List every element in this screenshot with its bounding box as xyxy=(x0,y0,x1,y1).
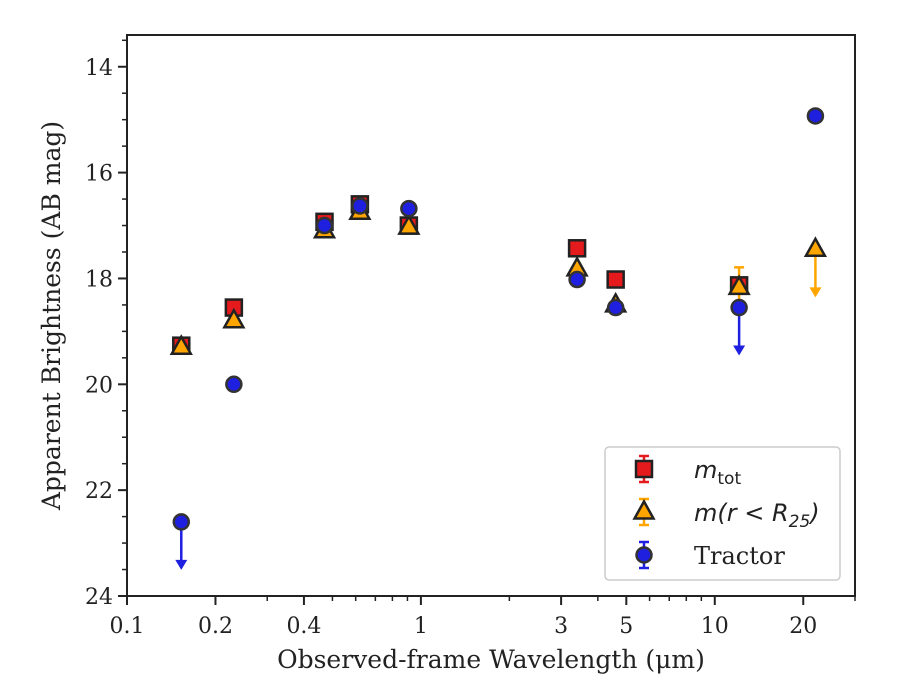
legend-marker-square xyxy=(634,459,654,479)
plot-area-frame xyxy=(126,34,856,597)
legend-box xyxy=(604,446,841,581)
data-point-circle xyxy=(225,375,243,394)
data-point-circle xyxy=(606,298,625,317)
x-tick-label: 0.2 xyxy=(198,614,233,639)
y-tick-label: 14 xyxy=(85,56,113,81)
x-axis: 0.1 0.2 0.4 1 3 5 10 20 xyxy=(110,596,856,639)
data-point-circle xyxy=(400,199,418,218)
legend-label: Tractor xyxy=(694,542,785,570)
data-point-triangle xyxy=(169,334,193,355)
legend-marker-triangle xyxy=(632,498,656,520)
y-tick-label: 18 xyxy=(85,267,113,292)
x-tick-label: 0.4 xyxy=(286,614,321,639)
data-point-triangle xyxy=(222,307,246,329)
y-axis-label: Apparent Brightness (AB mag) xyxy=(37,121,66,511)
data-point-triangle xyxy=(727,274,751,296)
y-tick-label: 22 xyxy=(85,479,113,504)
y-tick-label: 20 xyxy=(85,373,113,398)
x-tick-label: 10 xyxy=(701,614,729,639)
legend-entry: m(r < R25) xyxy=(632,497,820,532)
data-point-triangle xyxy=(803,236,828,258)
x-axis-label: Observed-frame Wavelength (μm) xyxy=(277,645,705,674)
legend-label: mtot xyxy=(694,456,741,489)
data-marks xyxy=(169,107,828,570)
data-point-circle xyxy=(568,270,586,289)
data-point-circle xyxy=(351,197,369,215)
x-tick-label: 3 xyxy=(554,614,568,639)
legend-entry: mtot xyxy=(634,454,741,489)
y-axis: 14 16 18 20 22 24 xyxy=(85,39,127,610)
series-circle xyxy=(172,107,825,570)
x-tick-label: 1 xyxy=(414,614,428,639)
data-point-square xyxy=(567,239,587,258)
upper-limit-arrow-arrowhead xyxy=(733,345,746,356)
x-tick-label: 5 xyxy=(619,614,633,639)
legend-entry: Tractor xyxy=(635,540,785,570)
upper-limit-arrow-arrowhead xyxy=(809,287,822,298)
x-tick-label: 20 xyxy=(789,614,817,639)
y-tick-label: 16 xyxy=(85,162,113,187)
data-point-circle xyxy=(730,298,748,317)
y-tick-label: 24 xyxy=(85,585,113,610)
legend-marker-circle xyxy=(635,546,653,564)
legend: mtot m(r < R25) Tractor xyxy=(604,446,841,581)
data-point-circle xyxy=(172,513,191,531)
data-point-triangle xyxy=(397,214,421,235)
data-point-square xyxy=(606,270,625,289)
legend-label: m(r < R25) xyxy=(694,499,820,532)
data-point-circle xyxy=(315,216,334,235)
data-point-circle xyxy=(806,107,825,125)
upper-limit-arrow-arrowhead xyxy=(175,559,188,570)
series-triangle xyxy=(169,199,828,355)
x-tick-label: 0.1 xyxy=(110,614,145,639)
series-square xyxy=(172,195,749,355)
